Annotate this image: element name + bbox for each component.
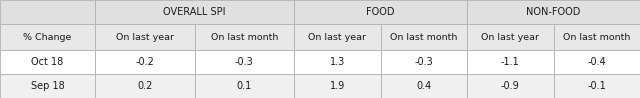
Bar	[467, 50, 554, 74]
Bar	[0, 24, 95, 50]
Text: 1.9: 1.9	[330, 81, 345, 91]
Text: On last year: On last year	[308, 33, 366, 41]
Bar	[554, 50, 640, 74]
Bar	[467, 24, 554, 50]
Bar	[95, 0, 294, 24]
Text: -0.2: -0.2	[136, 57, 154, 67]
Text: OVERALL SPI: OVERALL SPI	[163, 7, 226, 17]
Text: On last month: On last month	[563, 33, 630, 41]
Bar	[95, 74, 195, 98]
Bar	[195, 74, 294, 98]
Bar	[95, 24, 195, 50]
Text: On last month: On last month	[211, 33, 278, 41]
Bar	[195, 50, 294, 74]
Text: -0.3: -0.3	[415, 57, 433, 67]
Text: On last year: On last year	[481, 33, 540, 41]
Text: -0.9: -0.9	[501, 81, 520, 91]
Text: NON-FOOD: NON-FOOD	[526, 7, 580, 17]
Bar	[294, 74, 381, 98]
Bar	[294, 0, 467, 24]
Text: 0.2: 0.2	[137, 81, 152, 91]
Bar	[467, 0, 640, 24]
Bar	[95, 50, 195, 74]
Text: On last month: On last month	[390, 33, 458, 41]
Text: 0.4: 0.4	[416, 81, 431, 91]
Bar	[381, 50, 467, 74]
Text: FOOD: FOOD	[366, 7, 395, 17]
Bar	[467, 74, 554, 98]
Bar	[294, 50, 381, 74]
Text: -0.4: -0.4	[588, 57, 606, 67]
Text: -1.1: -1.1	[501, 57, 520, 67]
Bar	[294, 24, 381, 50]
Text: 1.3: 1.3	[330, 57, 345, 67]
Bar	[381, 74, 467, 98]
Text: Sep 18: Sep 18	[31, 81, 65, 91]
Bar	[195, 24, 294, 50]
Text: % Change: % Change	[24, 33, 72, 41]
Bar	[0, 74, 95, 98]
Bar	[0, 50, 95, 74]
Text: Oct 18: Oct 18	[31, 57, 64, 67]
Text: 0.1: 0.1	[237, 81, 252, 91]
Text: On last year: On last year	[116, 33, 174, 41]
Text: -0.1: -0.1	[588, 81, 606, 91]
Bar	[554, 74, 640, 98]
Text: -0.3: -0.3	[235, 57, 253, 67]
Bar	[381, 24, 467, 50]
Bar	[0, 0, 95, 24]
Bar	[554, 24, 640, 50]
